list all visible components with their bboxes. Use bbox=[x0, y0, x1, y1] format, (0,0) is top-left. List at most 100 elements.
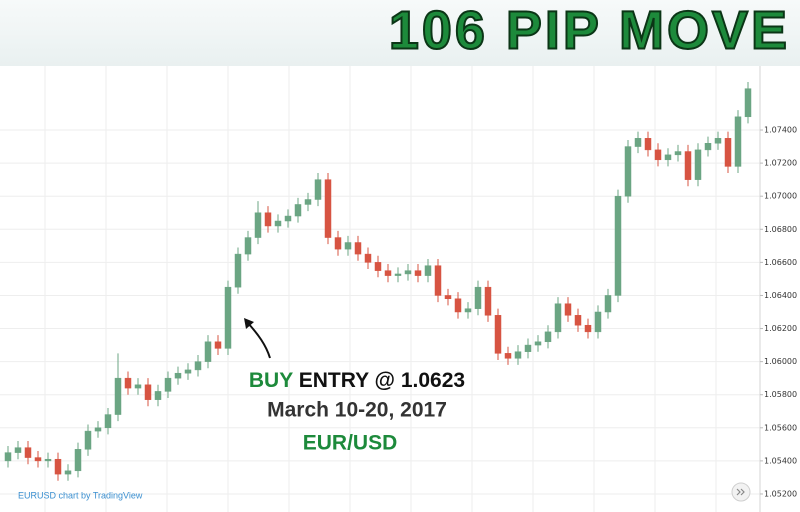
title-banner bbox=[0, 0, 800, 66]
candle-body bbox=[314, 179, 322, 200]
candle-body bbox=[524, 344, 532, 352]
candle-body bbox=[374, 262, 382, 271]
candle-body bbox=[254, 212, 262, 238]
candle-body bbox=[144, 384, 152, 400]
candle-body bbox=[304, 199, 312, 205]
candle-body bbox=[334, 237, 342, 250]
candle-body bbox=[494, 315, 502, 354]
candle-body bbox=[84, 430, 92, 450]
candle-body bbox=[454, 298, 462, 313]
candle-body bbox=[664, 154, 672, 161]
candle-body bbox=[174, 372, 182, 379]
source-label: EURUSD chart by TradingView bbox=[18, 490, 143, 500]
candle-body bbox=[464, 308, 472, 313]
candle-body bbox=[724, 138, 732, 167]
candle-body bbox=[444, 295, 452, 300]
candle-body bbox=[74, 449, 82, 472]
candle-body bbox=[654, 149, 662, 161]
entry-arrowhead bbox=[244, 318, 254, 329]
candle-body bbox=[24, 447, 32, 458]
candle-body bbox=[224, 286, 232, 349]
scroll-button[interactable] bbox=[731, 482, 751, 502]
scroll-button-icon bbox=[736, 488, 745, 496]
candle-body bbox=[484, 286, 492, 316]
candle-body bbox=[594, 311, 602, 333]
candle-body bbox=[274, 220, 282, 227]
candle-body bbox=[424, 265, 432, 276]
candle-body bbox=[94, 427, 102, 432]
price-axis: 1.05200 1.05400 1.05600 1.05800 1.06000 1.062… bbox=[760, 126, 797, 498]
horizontal-grid bbox=[0, 129, 760, 495]
candle-body bbox=[4, 452, 12, 462]
candles bbox=[4, 82, 752, 481]
candle-body bbox=[264, 212, 272, 227]
candle-body bbox=[34, 457, 42, 462]
candle-body bbox=[234, 253, 242, 288]
candle-body bbox=[624, 146, 632, 197]
candle-body bbox=[164, 377, 172, 392]
candle-body bbox=[554, 303, 562, 333]
candle-body bbox=[634, 138, 642, 147]
candle-body bbox=[244, 237, 252, 255]
candle-body bbox=[324, 179, 332, 238]
pair-label: EUR/USD bbox=[303, 432, 398, 455]
y-tick-label: 1.05200 bbox=[764, 489, 797, 498]
entry-annotation: BUY ENTRY @ 1.0623 bbox=[249, 369, 465, 392]
candle-body bbox=[574, 315, 582, 326]
y-tick-label: 1.05400 bbox=[764, 456, 797, 465]
candle-body bbox=[344, 242, 352, 250]
candle-body bbox=[64, 470, 72, 475]
candle-body bbox=[364, 253, 372, 263]
candle-body bbox=[684, 151, 692, 180]
candle-body bbox=[44, 458, 52, 462]
y-tick-label: 1.07000 bbox=[764, 192, 797, 201]
candle-body bbox=[504, 353, 512, 359]
candle-body bbox=[354, 242, 362, 255]
chart-title: 106 PIP MOVE bbox=[389, 0, 790, 60]
candle-body bbox=[534, 341, 542, 346]
candle-body bbox=[434, 265, 442, 296]
candle-body bbox=[694, 149, 702, 180]
candle-body bbox=[644, 138, 652, 151]
candle-body bbox=[384, 270, 392, 276]
candle-body bbox=[204, 341, 212, 362]
candle-body bbox=[294, 204, 302, 217]
candle-body bbox=[544, 331, 552, 343]
vertical-grid bbox=[44, 66, 717, 512]
candle-body bbox=[564, 303, 572, 316]
candle-body bbox=[184, 369, 192, 374]
buy-label: BUY bbox=[249, 369, 293, 392]
candle-body bbox=[154, 391, 162, 400]
candle-body bbox=[604, 295, 612, 313]
candle-body bbox=[704, 143, 712, 151]
candle-body bbox=[404, 270, 412, 275]
candle-body bbox=[714, 138, 722, 144]
candle-body bbox=[114, 377, 122, 415]
y-tick-label: 1.06200 bbox=[764, 324, 797, 333]
candle-body bbox=[614, 195, 622, 296]
candle-body bbox=[734, 116, 742, 167]
candle-body bbox=[474, 286, 482, 309]
candle-body bbox=[214, 341, 222, 349]
plot-background bbox=[0, 66, 800, 512]
candle-body bbox=[134, 384, 142, 389]
candle-body bbox=[104, 414, 112, 429]
candle-body bbox=[414, 270, 422, 276]
y-tick-label: 1.05800 bbox=[764, 390, 797, 399]
date-label: March 10-20, 2017 bbox=[267, 399, 447, 422]
y-tick-label: 1.07400 bbox=[764, 126, 797, 135]
candle-body bbox=[674, 151, 682, 156]
y-tick-label: 1.05600 bbox=[764, 423, 797, 432]
y-tick-label: 1.06000 bbox=[764, 357, 797, 366]
y-tick-label: 1.06400 bbox=[764, 291, 797, 300]
y-tick-label: 1.07200 bbox=[764, 159, 797, 168]
candle-body bbox=[514, 351, 522, 359]
entry-label: ENTRY @ 1.0623 bbox=[299, 369, 465, 392]
candle-body bbox=[14, 447, 22, 453]
candle-body bbox=[54, 458, 62, 475]
candle-body bbox=[194, 361, 202, 371]
candle-body bbox=[584, 324, 592, 333]
candle-body bbox=[394, 273, 402, 276]
